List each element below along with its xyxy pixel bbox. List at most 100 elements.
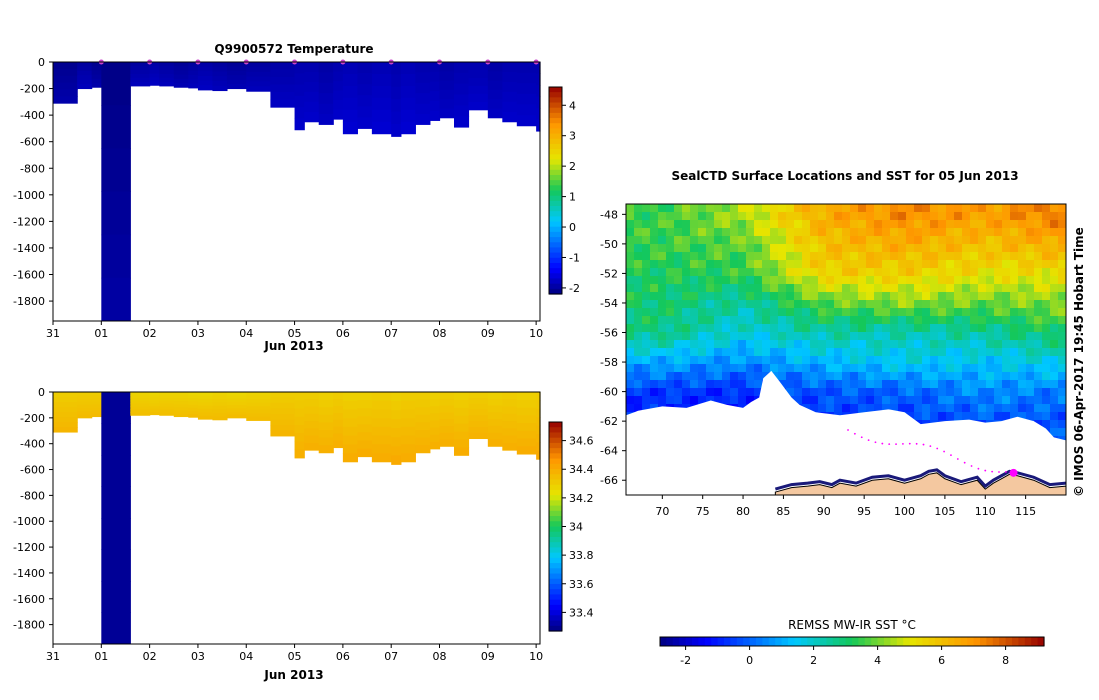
y-tick-label: -1600 [13,593,45,606]
sst-cell [770,348,779,357]
sst-cell [722,388,731,397]
colorbar-label: 34.6 [569,435,594,448]
sst-cell [714,292,723,301]
sst-cell [898,292,907,301]
sst-cell [842,276,851,285]
sst-cell [810,348,819,357]
salinity-cell [468,409,489,416]
salinity-x-label: Jun 2013 [263,668,323,682]
sst-cell [874,292,883,301]
salinity-cell [536,408,541,418]
sst-cell [1002,308,1011,317]
colorbar-segment [549,107,562,114]
sst-cell [1050,388,1059,397]
sst-cell [642,380,651,389]
sst-cell [930,340,939,349]
temperature-cell [173,78,189,84]
temperature-cell [454,94,470,106]
sst-cell [810,316,819,325]
sst-cell [874,340,883,349]
sst-cell [898,396,907,405]
temperature-cell [188,74,199,80]
seal-track-point [943,450,945,453]
sst-cell [1058,260,1066,269]
sst-cell [1058,420,1066,429]
sst-cell [650,268,659,277]
temperature-cell [333,100,344,111]
temperature-cell [357,73,373,85]
sst-cell [770,284,779,293]
sst-cell [770,236,779,245]
colorbar-segment [549,174,562,181]
salinity-cell [304,399,320,408]
sst-cell [866,380,875,389]
salinity-cell [357,440,373,450]
sst-cell [666,220,675,229]
salinity-cell [468,432,489,440]
colorbar-segment [549,252,562,259]
x-tick-label: 31 [46,327,60,340]
sst-cell [842,212,851,221]
sst-cell [866,404,875,413]
sst-cell [1058,356,1066,365]
sst-cell [986,220,995,229]
sst-cell [978,292,987,301]
sst-cell [682,340,691,349]
sst-cell [1010,220,1019,229]
salinity-cell [246,413,272,418]
sst-cell [722,204,731,213]
sst-cell [946,332,955,341]
sst-cell [946,404,955,413]
sst-cell [978,228,987,237]
sst-cell [946,228,955,237]
sst-cell [930,356,939,365]
sst-cell [954,396,963,405]
sst-cell [962,316,971,325]
sst-cell [770,204,779,213]
sst-cell [626,348,635,357]
temperature-cell [536,96,541,109]
sst-colorbar-label: 6 [938,654,945,667]
sst-cell [834,260,843,269]
sst-cell [858,372,867,381]
sst-cell [930,364,939,373]
colorbar-segment [549,536,562,543]
sst-cell [914,372,923,381]
sst-cell [882,364,891,373]
sst-cell [938,220,947,229]
sst-cell [714,308,723,317]
sst-cell [626,276,635,285]
seal-track-point [929,445,932,448]
salinity-cell [159,406,175,410]
temperature-cell [318,103,334,115]
sst-cell [650,252,659,261]
sst-cell [1034,284,1043,293]
sst-cell [818,388,827,397]
sst-cell [666,332,675,341]
sst-cell [714,340,723,349]
sst-cell [818,252,827,261]
sst-cell [706,212,715,221]
sst-cell [1050,220,1059,229]
sst-cell [626,228,635,237]
sst-cell [714,324,723,333]
sst-colorbar-segment [660,637,667,646]
sst-cell [1050,252,1059,261]
sst-cell [922,356,931,365]
sst-cell [914,204,923,213]
y-tick-label: -1000 [13,189,45,202]
salinity-cell [342,453,358,463]
sst-cell [834,380,843,389]
salinity-cell [468,421,489,428]
sst-cell [858,332,867,341]
sst-cell [922,404,931,413]
sst-cell [754,380,763,389]
sst-cell [1042,356,1051,365]
sst-cell [754,364,763,373]
sst-cell [762,220,771,229]
sst-cell [938,308,947,317]
sst-cell [898,220,907,229]
sst-cell [690,324,699,333]
sst-cell [626,316,635,325]
salinity-cell [197,408,214,413]
